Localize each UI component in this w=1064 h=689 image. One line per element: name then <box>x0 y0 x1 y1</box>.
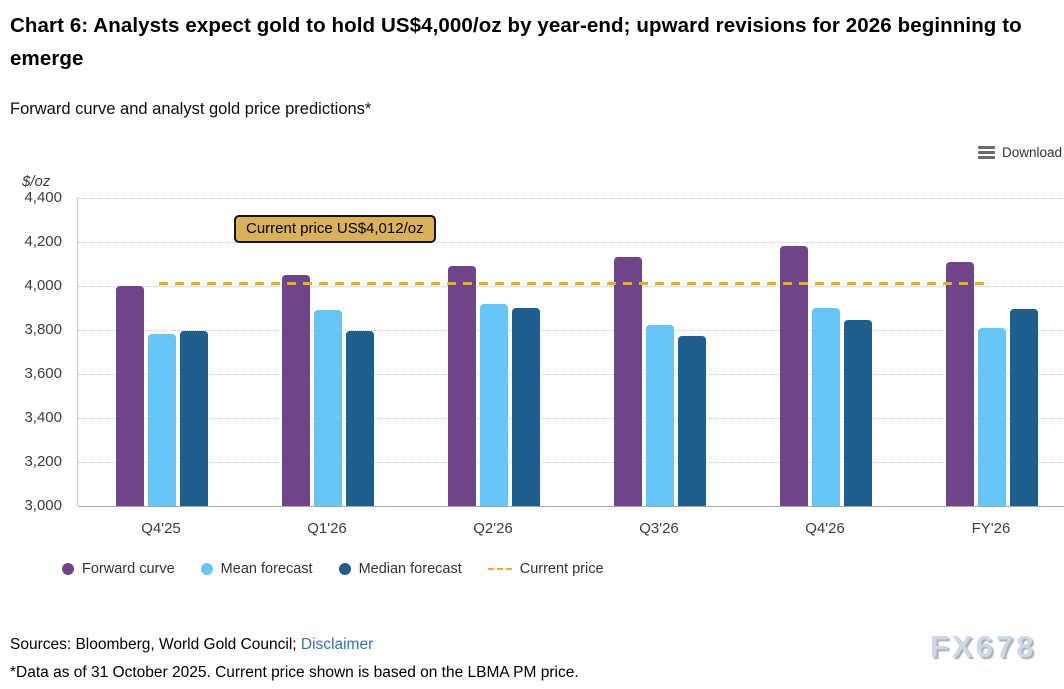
hamburger-menu-icon <box>977 146 995 159</box>
y-tick-label-3600: 3,600 <box>24 365 62 382</box>
gridline-4200 <box>78 242 1064 243</box>
y-tick-label-4200: 4,200 <box>24 233 62 250</box>
bar-mean-forecast-q4-26[interactable] <box>812 308 840 506</box>
gridline-3000 <box>78 506 1064 507</box>
gridline-4400 <box>78 198 1064 199</box>
x-tick-label-fy-26: FY'26 <box>971 520 1011 537</box>
legend-marker-current-price <box>487 568 512 570</box>
y-tick-label-3400: 3,400 <box>24 409 62 426</box>
x-tick-label-q2-26: Q2'26 <box>473 520 513 537</box>
bar-median-forecast-q4-25[interactable] <box>180 331 208 506</box>
x-tick-label-q1-26: Q1'26 <box>307 520 347 537</box>
download-label: Download <box>1001 145 1062 160</box>
gridline-4000 <box>78 286 1064 287</box>
current-price-line <box>159 282 986 286</box>
gridline-3200 <box>78 462 1064 463</box>
page-title: Chart 6: Analysts expect gold to hold US… <box>10 14 1022 70</box>
bar-group-q1-26 <box>282 198 374 506</box>
bar-mean-forecast-fy-26[interactable] <box>978 327 1006 506</box>
bar-median-forecast-q1-26[interactable] <box>346 331 374 506</box>
footnote: *Data as of 31 October 2025. Current pri… <box>10 664 579 681</box>
x-tick-label-q3-26: Q3'26 <box>639 520 679 537</box>
legend-label-median-forecast: Median forecast <box>358 561 462 577</box>
download-button[interactable]: Download <box>977 145 1062 160</box>
bar-median-forecast-q2-26[interactable] <box>512 308 540 506</box>
bar-forward-curve-q4-26[interactable] <box>780 246 808 506</box>
y-tick-label-4400: 4,400 <box>24 189 62 206</box>
y-tick-label-3800: 3,800 <box>24 321 62 338</box>
plot-area: Current price US$4,012/oz <box>77 198 1064 507</box>
legend-marker-mean-forecast <box>200 563 213 575</box>
sources-text: Sources: Bloomberg, World Gold Council; <box>10 636 301 653</box>
bar-group-q2-26 <box>448 198 540 506</box>
bar-median-forecast-fy-26[interactable] <box>1010 309 1038 506</box>
bar-mean-forecast-q3-26[interactable] <box>646 324 674 506</box>
legend-label-current-price: Current price <box>519 561 604 577</box>
gridline-3600 <box>78 374 1064 375</box>
bar-mean-forecast-q1-26[interactable] <box>314 310 342 506</box>
y-tick-label-4000: 4,000 <box>24 277 62 294</box>
legend-item-forward-curve[interactable]: Forward curve <box>62 561 175 577</box>
bar-median-forecast-q4-26[interactable] <box>844 320 872 506</box>
y-tick-label-3000: 3,000 <box>24 497 62 514</box>
y-tick-label-3200: 3,200 <box>24 453 62 470</box>
legend-item-current-price[interactable]: Current price <box>487 561 604 577</box>
bar-forward-curve-q1-26[interactable] <box>282 275 310 506</box>
y-axis-unit-label: $/oz <box>22 173 51 190</box>
bar-group-q3-26 <box>614 198 706 506</box>
legend-marker-forward-curve <box>62 563 74 575</box>
legend-item-median-forecast[interactable]: Median forecast <box>338 561 462 577</box>
bar-median-forecast-q3-26[interactable] <box>678 335 706 506</box>
chart-subtitle: Forward curve and analyst gold price pre… <box>10 100 372 118</box>
legend-label-forward-curve: Forward curve <box>82 561 175 577</box>
legend-item-mean-forecast[interactable]: Mean forecast <box>200 561 313 577</box>
watermark: FX678 <box>930 629 1037 664</box>
bar-forward-curve-q4-25[interactable] <box>116 286 144 506</box>
x-tick-label-q4-25: Q4'25 <box>141 520 181 537</box>
x-tick-label-q4-26: Q4'26 <box>805 520 845 537</box>
bar-group-q4-25 <box>116 198 208 506</box>
bar-group-fy-26 <box>946 198 1038 506</box>
bar-mean-forecast-q4-25[interactable] <box>148 334 176 506</box>
bar-mean-forecast-q2-26[interactable] <box>480 303 508 506</box>
legend-marker-median-forecast <box>338 563 351 575</box>
gridline-3400 <box>78 418 1064 419</box>
bar-forward-curve-q3-26[interactable] <box>614 257 642 506</box>
legend: Forward curve Mean forecast Median forecas… <box>62 561 604 577</box>
legend-label-mean-forecast: Mean forecast <box>220 561 313 577</box>
bar-forward-curve-fy-26[interactable] <box>946 261 974 506</box>
disclaimer-link[interactable]: Disclaimer <box>300 636 374 653</box>
gridline-3800 <box>78 330 1064 331</box>
sources-line: Sources: Bloomberg, World Gold Council; … <box>10 636 373 654</box>
bar-forward-curve-q2-26[interactable] <box>448 266 476 506</box>
bar-group-q4-26 <box>780 198 872 506</box>
current-price-annotation: Current price US$4,012/oz <box>234 215 436 243</box>
